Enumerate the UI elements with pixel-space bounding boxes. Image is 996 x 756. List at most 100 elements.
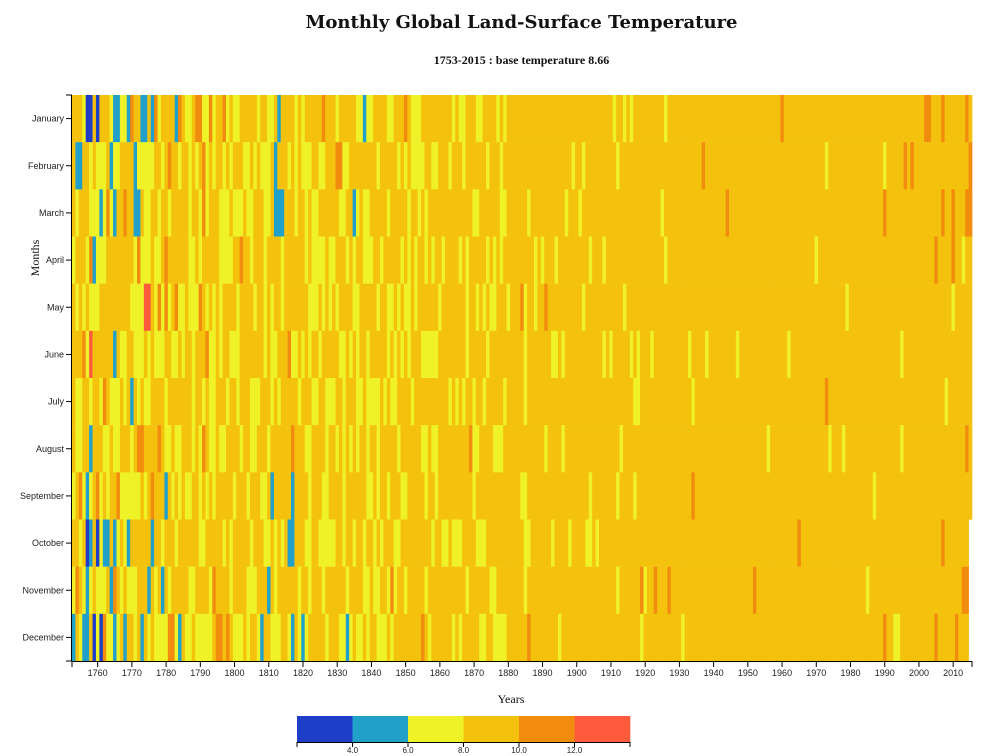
heatmap-cell (150, 566, 155, 615)
heatmap-cell (674, 142, 679, 190)
heatmap-cell (575, 378, 579, 426)
heatmap-cell (280, 95, 285, 143)
heatmap-cell (965, 95, 969, 143)
heatmap-cell (321, 330, 326, 379)
heatmap-cell (670, 519, 675, 567)
heatmap-cell (284, 519, 288, 567)
heatmap-cell (510, 95, 514, 143)
heatmap-cell (681, 142, 685, 190)
heatmap-cell (126, 283, 131, 332)
heatmap-cell (889, 613, 894, 662)
heatmap-cell (253, 425, 258, 473)
heatmap-cell (167, 142, 172, 190)
heatmap-cell (160, 189, 165, 237)
heatmap-cell (256, 330, 261, 379)
heatmap-cell (657, 566, 661, 615)
heatmap-cell (790, 378, 795, 426)
heatmap-cell (701, 519, 706, 567)
heatmap-cell (732, 519, 737, 567)
heatmap-cell (465, 142, 470, 190)
heatmap-cell (253, 283, 258, 332)
heatmap-cell (814, 613, 819, 662)
heatmap-cell (763, 519, 768, 567)
heatmap-cell (253, 189, 258, 237)
heatmap-cell (667, 566, 672, 615)
heatmap-cell (475, 95, 480, 143)
heatmap-cell (208, 425, 213, 473)
heatmap-cell (705, 283, 709, 332)
heatmap-cell (417, 283, 422, 332)
heatmap-cell (571, 566, 576, 615)
heatmap-cell (930, 566, 935, 615)
heatmap-cell (664, 566, 668, 615)
heatmap-cell (530, 236, 535, 284)
heatmap-cell (920, 283, 925, 332)
heatmap-cell (140, 425, 145, 473)
heatmap-cell (759, 566, 764, 615)
heatmap-cell (807, 519, 812, 567)
heatmap-cell (828, 189, 833, 237)
heatmap-cell (376, 95, 381, 143)
heatmap-cell (140, 566, 145, 615)
heatmap-cell (585, 142, 590, 190)
heatmap-cell (99, 472, 104, 520)
heatmap-cell (776, 519, 781, 567)
heatmap-cell (739, 519, 744, 567)
heatmap-cell (609, 519, 614, 567)
heatmap-cell (599, 566, 603, 615)
heatmap-cell (818, 95, 822, 143)
heatmap-cell (219, 330, 223, 379)
heatmap-cell (137, 613, 141, 662)
heatmap-cell (356, 378, 360, 426)
heatmap-cell (400, 425, 405, 473)
heatmap-cell (390, 425, 395, 473)
heatmap-cell (520, 425, 525, 473)
heatmap-cell (575, 142, 579, 190)
heatmap-cell (267, 142, 271, 190)
heatmap-cell (178, 142, 182, 190)
heatmap-cell (824, 95, 829, 143)
heatmap-cell (893, 472, 898, 520)
heatmap-cell (318, 330, 323, 379)
heatmap-cell (783, 283, 788, 332)
heatmap-cell (848, 425, 853, 473)
heatmap-cell (85, 519, 90, 567)
heatmap-cell (670, 425, 675, 473)
heatmap-cell (636, 330, 641, 379)
heatmap-cell (691, 519, 696, 567)
heatmap-cell (164, 519, 169, 567)
heatmap-cell (273, 378, 278, 426)
heatmap-cell (530, 425, 535, 473)
heatmap-cell (362, 378, 367, 426)
heatmap-cell (239, 189, 244, 237)
heatmap-cell (342, 283, 347, 332)
heatmap-cell (99, 236, 104, 284)
heatmap-cell (900, 236, 904, 284)
heatmap-cell (818, 378, 822, 426)
heatmap-cell (349, 519, 353, 567)
heatmap-cell (900, 519, 904, 567)
heatmap-cell (865, 95, 870, 143)
heatmap-cell (944, 613, 949, 662)
heatmap-cell (438, 189, 442, 237)
heatmap-cell (640, 236, 644, 284)
heatmap-cell (763, 189, 768, 237)
heatmap-cell (965, 330, 969, 379)
heatmap-cell (78, 95, 83, 143)
heatmap-cell (130, 283, 134, 332)
heatmap-cell (291, 330, 295, 379)
heatmap-cell (342, 425, 347, 473)
heatmap-cell (198, 566, 203, 615)
heatmap-cell (297, 142, 302, 190)
heatmap-cell (479, 95, 483, 143)
heatmap-cell (927, 566, 932, 615)
heatmap-cell (650, 613, 655, 662)
heatmap-cell (818, 236, 822, 284)
heatmap-cell (681, 566, 685, 615)
heatmap-cell (160, 519, 165, 567)
heatmap-cell (920, 425, 925, 473)
heatmap-cell (475, 142, 480, 190)
heatmap-cell (684, 236, 689, 284)
heatmap-cell (311, 95, 316, 143)
heatmap-cell (718, 189, 723, 237)
